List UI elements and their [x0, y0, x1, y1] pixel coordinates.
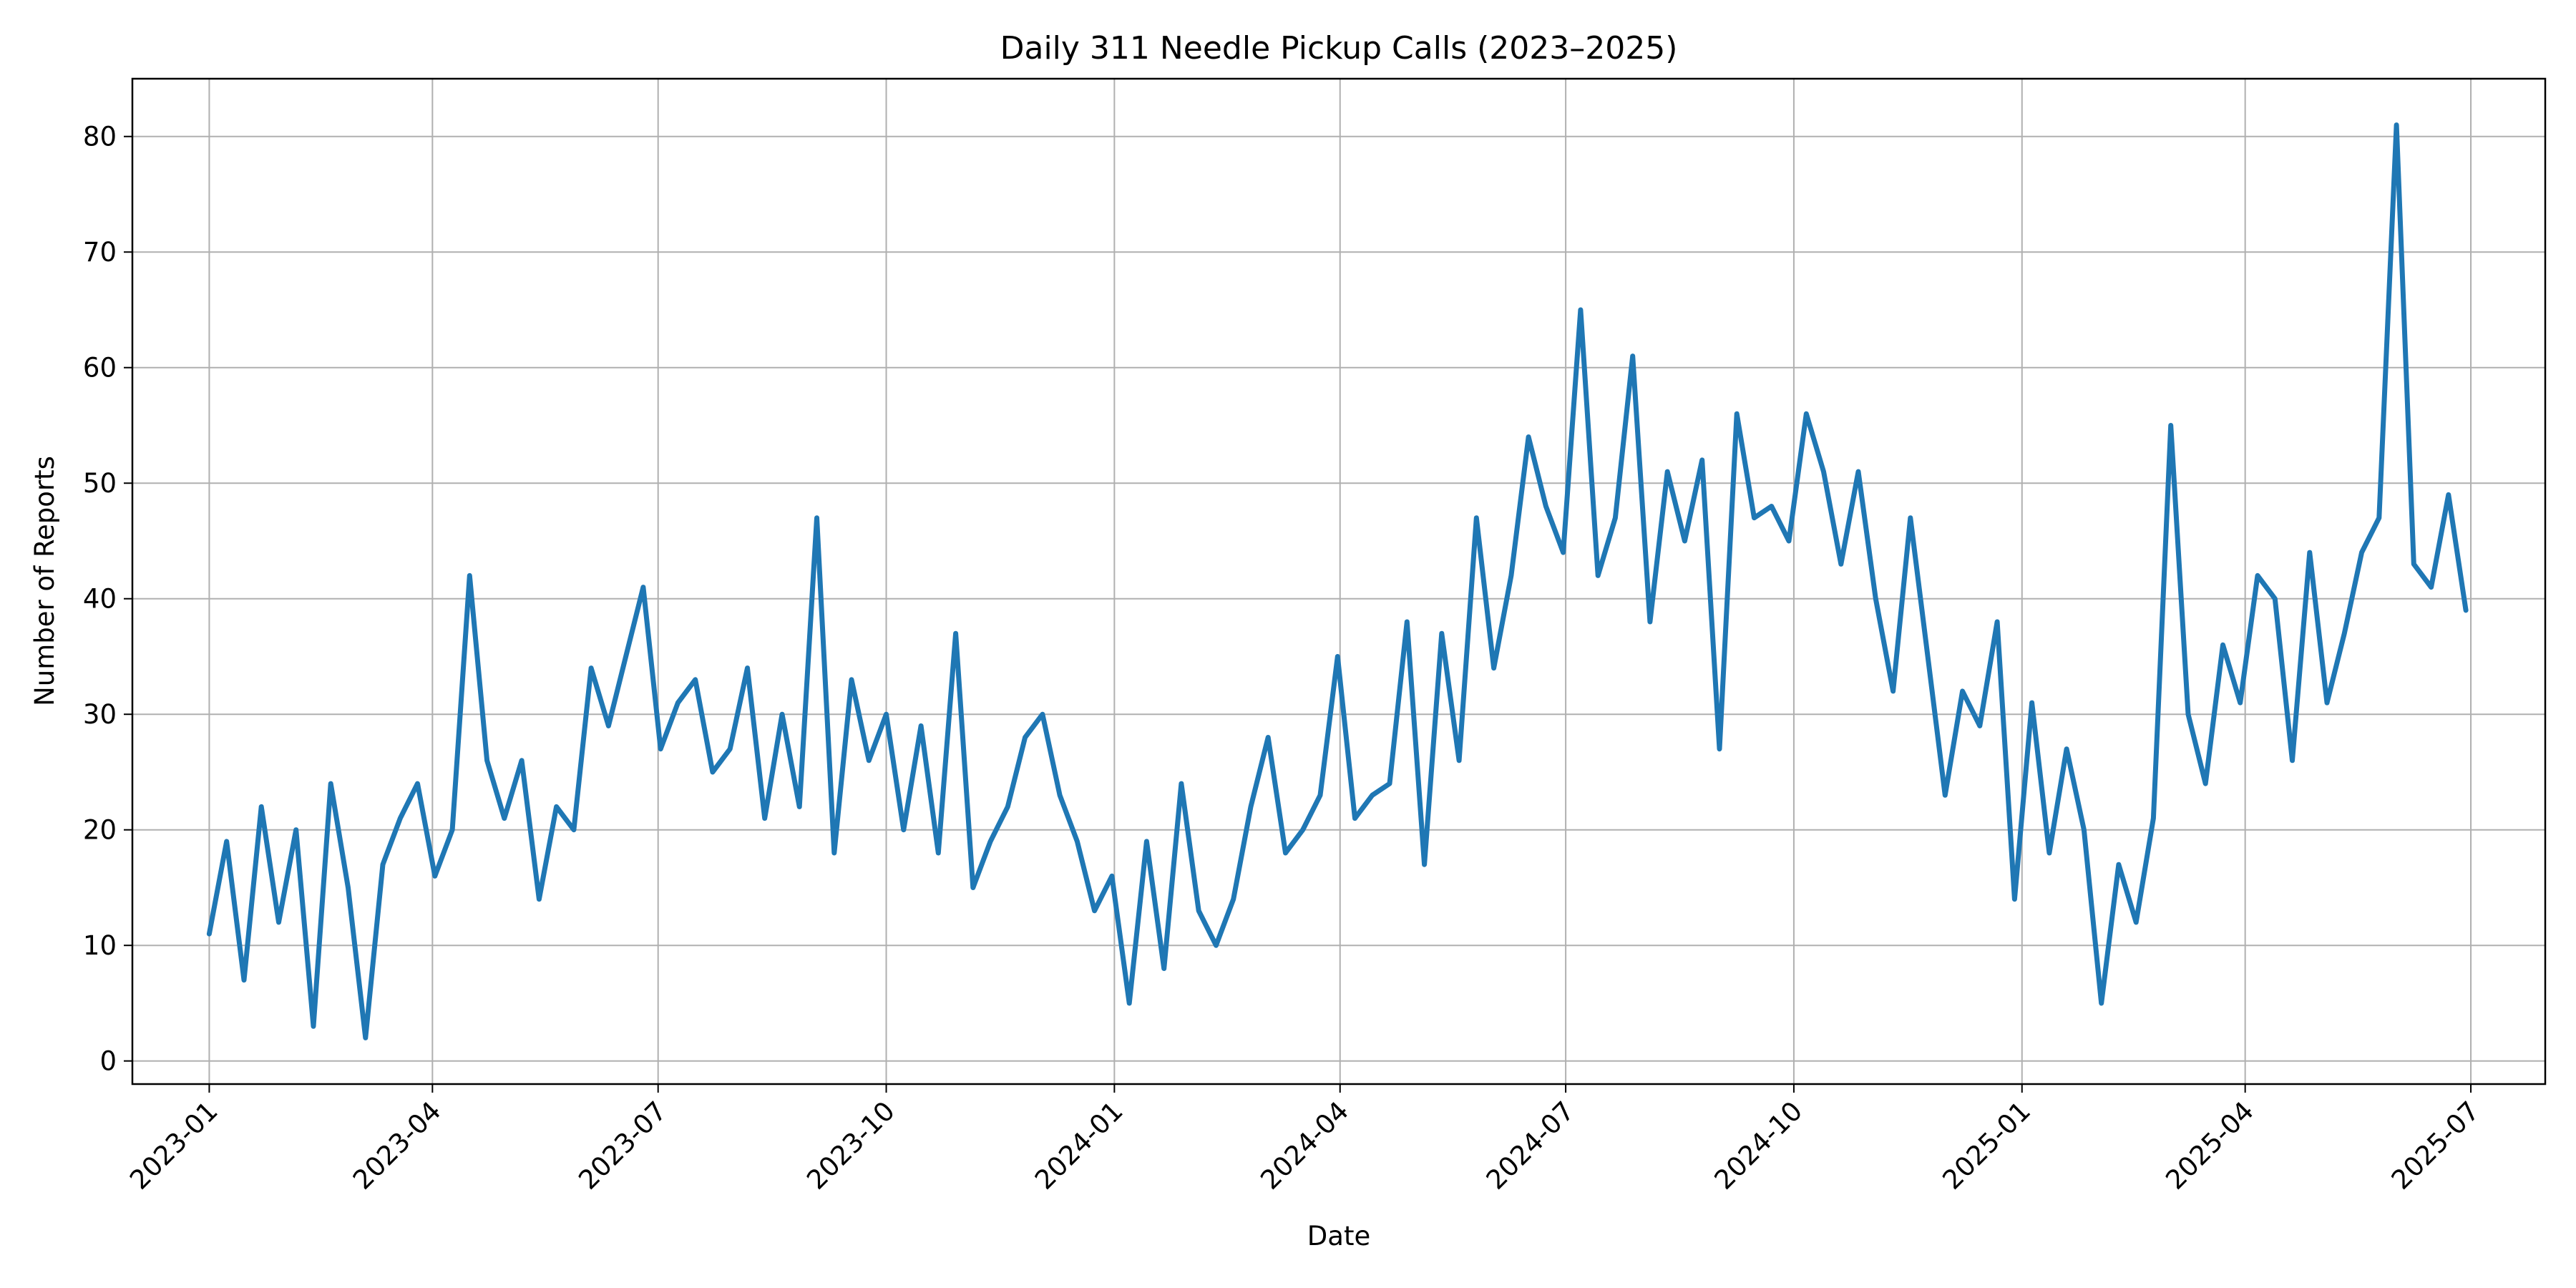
grid: [132, 79, 2545, 1084]
y-tick-label: 20: [83, 815, 117, 846]
y-tick-label: 30: [83, 699, 117, 730]
y-tick-label: 10: [83, 930, 117, 961]
series-line: [206, 122, 2469, 1040]
y-tick-label: 70: [83, 237, 117, 268]
y-axis-ticks: 0 10 20 30 40 50 60 70 80: [83, 122, 132, 1077]
y-tick-label: 40: [83, 584, 117, 615]
y-tick-label: 80: [83, 122, 117, 152]
y-tick-label: 0: [99, 1046, 117, 1077]
chart-title: Daily 311 Needle Pickup Calls (2023–2025…: [1000, 30, 1678, 67]
y-tick-label: 60: [83, 353, 117, 384]
plot-frame: [131, 77, 2547, 1085]
y-axis-label: Number of Reports: [29, 456, 60, 706]
x-axis-label: Date: [1307, 1221, 1370, 1252]
data-series: [206, 122, 2469, 1040]
y-tick-label: 50: [83, 468, 117, 499]
